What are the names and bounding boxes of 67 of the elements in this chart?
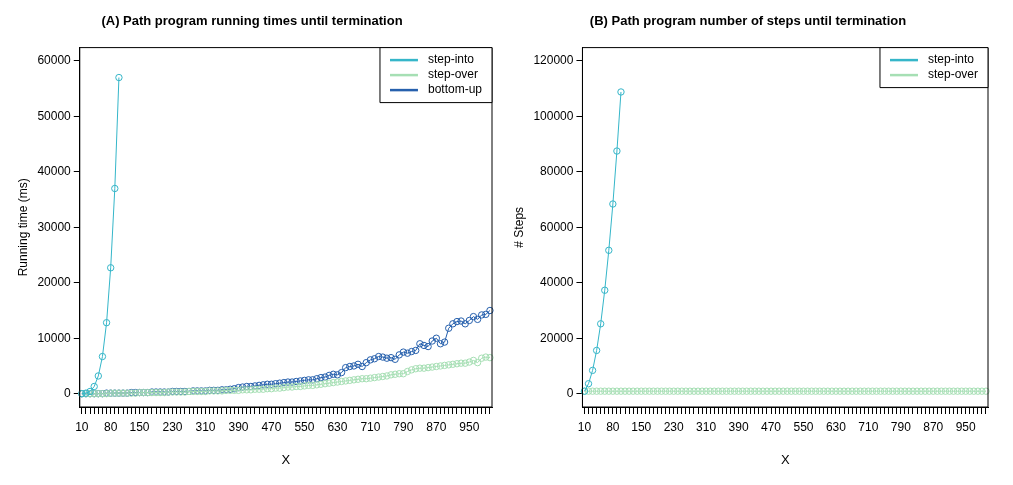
x-tick-label: 230 bbox=[162, 419, 183, 434]
x-tick-label: 710 bbox=[858, 419, 879, 434]
y-tick-label: 100000 bbox=[533, 108, 574, 123]
x-tick-label: 80 bbox=[104, 419, 118, 434]
point bbox=[94, 372, 103, 380]
point bbox=[90, 382, 98, 391]
x-tick-label: 150 bbox=[129, 419, 150, 434]
point bbox=[617, 88, 625, 96]
chart-title: (A) Path program running times until termination bbox=[101, 13, 403, 29]
y-tick-label: 40000 bbox=[540, 275, 574, 290]
x-tick-label: 10 bbox=[577, 419, 592, 434]
legend-label: step-over bbox=[927, 67, 979, 82]
x-tick-label: 630 bbox=[327, 419, 348, 434]
x-tick-label: 150 bbox=[631, 419, 652, 434]
point bbox=[613, 147, 621, 155]
point bbox=[592, 346, 601, 355]
x-tick-label: 80 bbox=[606, 419, 620, 434]
legend-label: bottom-up bbox=[427, 82, 483, 97]
x-tick-label: 870 bbox=[923, 419, 944, 434]
y-tick-label: 20000 bbox=[540, 330, 574, 345]
y-axis-title: # Steps bbox=[511, 206, 526, 248]
point bbox=[605, 246, 613, 255]
legend-label: step-over bbox=[427, 67, 478, 82]
y-tick-label: 30000 bbox=[37, 219, 72, 234]
y-axis-title: Running time (ms) bbox=[15, 178, 30, 277]
point bbox=[601, 286, 609, 294]
y-tick-label: 60000 bbox=[37, 53, 72, 68]
legend-label: step-into bbox=[427, 52, 475, 67]
x-axis-title: X bbox=[780, 451, 790, 467]
point bbox=[106, 264, 115, 272]
y-tick-label: 0 bbox=[566, 386, 574, 400]
point bbox=[111, 184, 119, 193]
y-tick-label: 40000 bbox=[37, 164, 72, 179]
x-axis-title: X bbox=[281, 451, 291, 467]
x-tick-label: 550 bbox=[793, 419, 814, 434]
point bbox=[588, 366, 597, 375]
x-tick-label: 550 bbox=[294, 419, 315, 434]
point bbox=[115, 73, 123, 82]
x-tick-label: 10 bbox=[75, 419, 89, 434]
y-tick-label: 20000 bbox=[37, 275, 72, 290]
point bbox=[584, 380, 593, 388]
x-tick-label: 390 bbox=[228, 419, 249, 434]
x-tick-label: 950 bbox=[955, 419, 977, 434]
x-tick-label: 790 bbox=[393, 419, 414, 434]
y-tick-label: 0 bbox=[64, 386, 72, 400]
y-tick-label: 50000 bbox=[37, 108, 72, 123]
legend-label: step-into bbox=[927, 52, 975, 67]
x-tick-label: 710 bbox=[360, 419, 381, 434]
point bbox=[596, 320, 605, 328]
x-tick-label: 390 bbox=[728, 419, 749, 434]
x-tick-label: 310 bbox=[696, 419, 717, 434]
y-tick-label: 60000 bbox=[540, 219, 574, 234]
x-tick-label: 950 bbox=[459, 419, 480, 434]
y-tick-label: 120000 bbox=[533, 53, 574, 68]
point bbox=[98, 352, 107, 361]
point bbox=[102, 319, 111, 327]
y-tick-label: 10000 bbox=[37, 330, 72, 345]
chart-title: (B) Path program number of steps until termination bbox=[589, 13, 907, 29]
x-tick-label: 870 bbox=[426, 419, 447, 434]
x-tick-label: 310 bbox=[195, 419, 216, 434]
x-tick-label: 470 bbox=[761, 419, 782, 434]
point bbox=[609, 200, 617, 208]
x-tick-label: 790 bbox=[890, 419, 912, 434]
x-tick-label: 470 bbox=[261, 419, 282, 434]
x-tick-label: 230 bbox=[663, 419, 685, 434]
y-tick-label: 80000 bbox=[540, 164, 574, 179]
x-tick-label: 630 bbox=[825, 419, 847, 434]
